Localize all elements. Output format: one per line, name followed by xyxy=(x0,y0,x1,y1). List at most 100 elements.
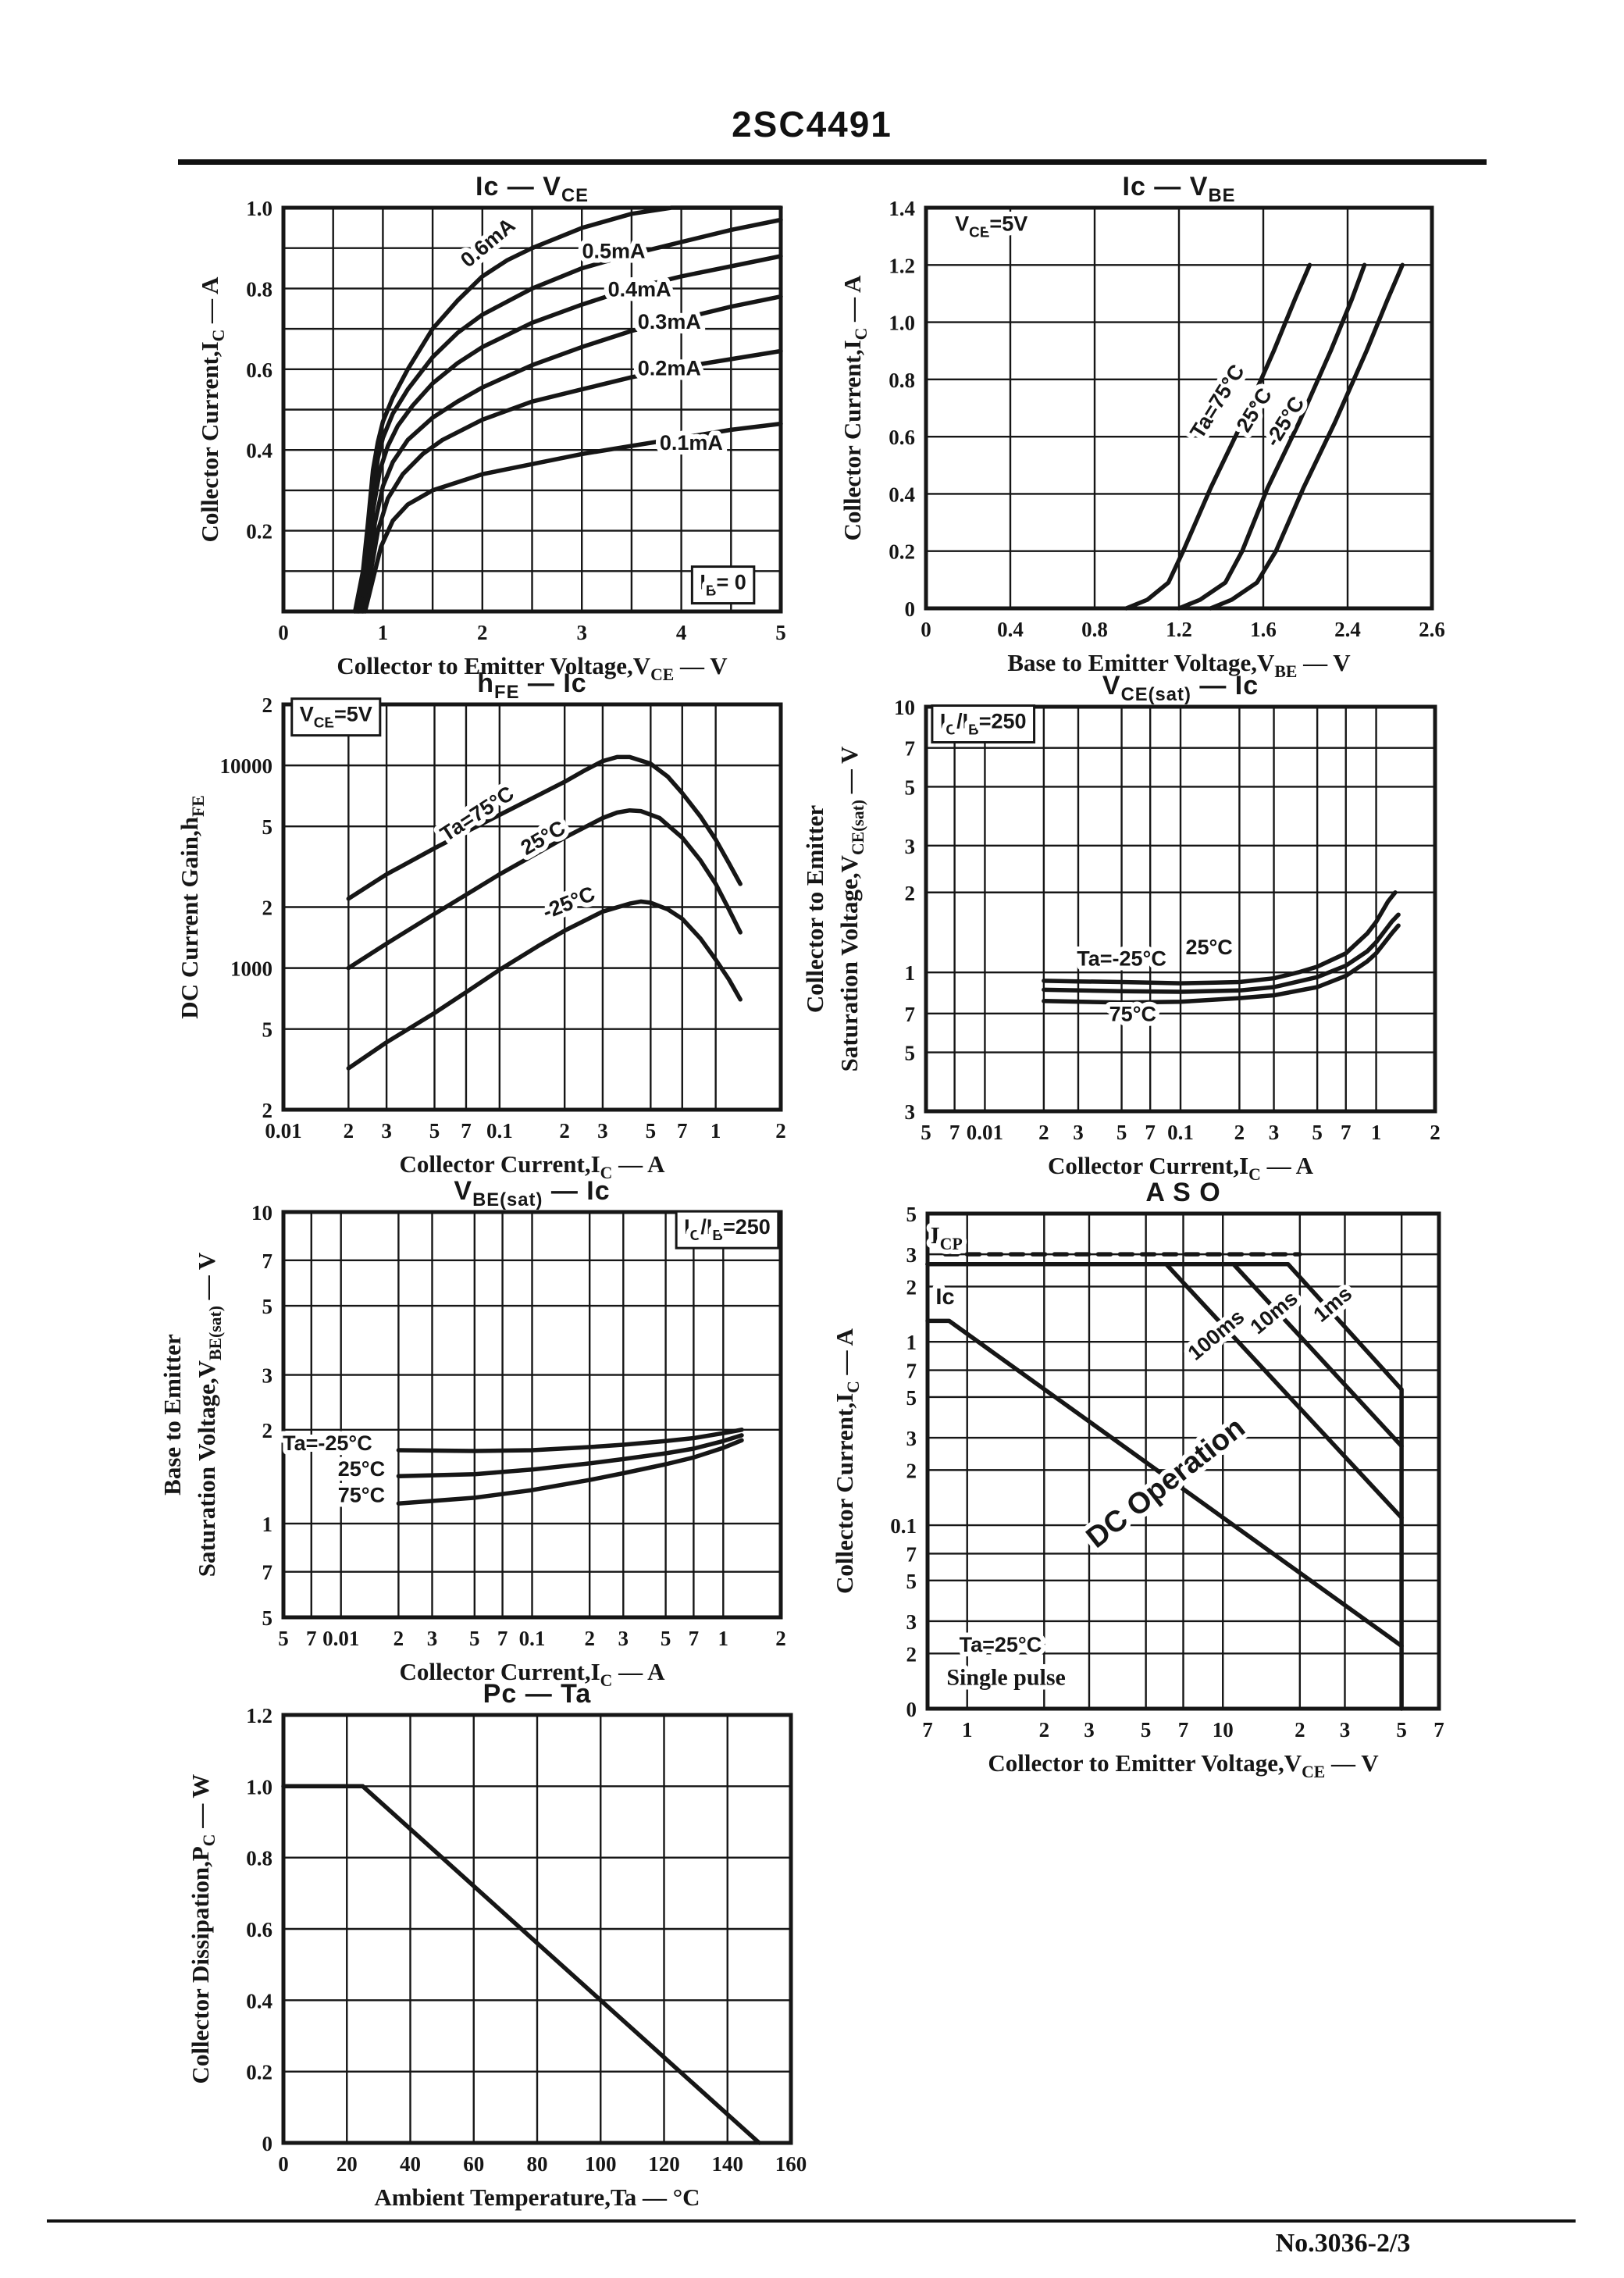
x-tick-label: 3 xyxy=(618,1627,629,1650)
x-axis-label: Collector Current,IC — A xyxy=(400,1150,666,1182)
plot-border xyxy=(281,702,783,1112)
x-tick-label: 5 xyxy=(1116,1121,1127,1144)
y-tick-label: 0.8 xyxy=(889,369,915,392)
x-axis-label: Collector to Emitter Voltage,VCE — V xyxy=(337,652,728,684)
curve-IB=0.5mA xyxy=(354,217,783,614)
y-tick-label: 1.4 xyxy=(889,197,915,220)
curve-IB=0.3mA xyxy=(358,294,783,614)
x-tick-label: 3 xyxy=(1269,1121,1280,1144)
y-tick-label: 0.4 xyxy=(889,483,915,506)
x-tick-label: 0.01 xyxy=(322,1627,359,1650)
y-tick-label: 0.6 xyxy=(889,426,915,449)
y-tick-label: 5 xyxy=(906,1386,917,1410)
y-tick-label: 5 xyxy=(906,1203,917,1226)
y-tick-label: 5 xyxy=(262,1295,273,1318)
y-tick-label: 2 xyxy=(262,693,273,717)
curve-label-100ms: 100ms xyxy=(1184,1305,1249,1365)
curve-label-Ta=75C: 75°C xyxy=(1109,1003,1156,1026)
x-tick-label: 7 xyxy=(497,1627,508,1650)
y-tick-label: 7 xyxy=(905,1003,916,1026)
x-tick-label: 7 xyxy=(1178,1718,1189,1741)
x-tick-label: 3 xyxy=(1084,1718,1095,1741)
y-tick-label: 3 xyxy=(906,1610,917,1634)
plot-border xyxy=(925,1211,1441,1711)
y-tick-label: 0.4 xyxy=(246,1989,272,2012)
x-tick-label: 10 xyxy=(1213,1718,1234,1741)
x-tick-label: 0.8 xyxy=(1081,618,1108,641)
x-tick-label: 0.1 xyxy=(519,1627,546,1650)
x-tick-label: 1 xyxy=(710,1119,721,1143)
y-tick-label: 1 xyxy=(905,961,916,985)
x-axis-label: Collector Current,IC — A xyxy=(400,1658,666,1690)
x-tick-label: 2 xyxy=(1039,1718,1050,1741)
curve-label-IB=0.2mA: 0.2mA xyxy=(638,357,701,380)
x-tick-label: 5 xyxy=(646,1119,657,1143)
curve-label-Ta=-25C: Ta=-25°C xyxy=(283,1431,372,1455)
footer-rule xyxy=(47,2219,1576,2223)
y-tick-label: 5 xyxy=(262,815,273,839)
y-tick-label: 10 xyxy=(894,696,915,719)
curve-Ta=-25C xyxy=(1042,890,1398,986)
curve-label-IB=0.6mA: 0.6mA xyxy=(456,213,519,272)
annotation: VCE=5V xyxy=(955,212,1027,241)
annotation-box xyxy=(290,697,382,737)
x-tick-label: 3 xyxy=(1340,1718,1351,1741)
x-tick-label: 7 xyxy=(1341,1121,1352,1144)
curve-label-IB=0.3mA: 0.3mA xyxy=(638,310,701,333)
x-tick-label: 1.2 xyxy=(1166,618,1192,641)
curve-DC xyxy=(925,1318,1404,1649)
annotation-box xyxy=(931,704,1036,744)
y-tick-label: 5 xyxy=(262,1018,273,1042)
chart-ic-vbe: 0 0.4 0.8 1.2 1.6 2.4 2.6 0 0.2 0.4 0.6 0.8 1.0 1.2 1.… xyxy=(839,172,1445,681)
x-tick-label: 7 xyxy=(461,1119,472,1143)
curve-Ta=25C xyxy=(346,807,743,971)
y-tick-label: 0 xyxy=(906,1698,917,1721)
y-tick-label: 0.2 xyxy=(246,520,272,544)
x-tick-label: 5 xyxy=(278,1627,289,1650)
curve-IB=0.6mA xyxy=(352,205,783,614)
curve-Ta=-25C xyxy=(346,899,743,1071)
chart-title: A S O xyxy=(1145,1178,1220,1207)
x-tick-label: 2.4 xyxy=(1334,618,1361,641)
y-tick-label: 7 xyxy=(906,1360,917,1383)
y-tick-label: 1.2 xyxy=(246,1704,272,1727)
x-tick-label: 2 xyxy=(1234,1121,1245,1144)
y-tick-label: 3 xyxy=(905,835,916,858)
y-tick-label: 7 xyxy=(262,1561,273,1585)
plot-border xyxy=(924,704,1437,1114)
y-tick-label: 0.6 xyxy=(246,1918,272,1941)
x-tick-label: 2 xyxy=(1295,1718,1305,1741)
y-tick-label: 2 xyxy=(906,1642,917,1666)
annotation: Single pulse xyxy=(946,1664,1066,1690)
x-tick-label: 20 xyxy=(337,2152,358,2176)
x-tick-label: 0.4 xyxy=(997,618,1024,641)
x-tick-label: 0 xyxy=(278,621,289,644)
x-tick-label: 0 xyxy=(921,618,931,641)
x-tick-label: 7 xyxy=(922,1718,933,1741)
y-tick-label: 0.8 xyxy=(246,277,272,301)
x-tick-label: 1 xyxy=(718,1627,729,1650)
x-tick-label: 40 xyxy=(400,2152,421,2176)
chart-title: Ic — VCE xyxy=(475,172,589,206)
y-tick-label: 3 xyxy=(906,1427,917,1450)
x-tick-label: 7 xyxy=(306,1627,317,1650)
x-tick-label: 3 xyxy=(576,621,587,644)
y-tick-label: 5 xyxy=(262,1606,273,1630)
curve-IB=0.1mA xyxy=(362,421,783,614)
y-tick-label: 1.0 xyxy=(246,197,272,220)
x-tick-label: 2 xyxy=(1038,1121,1049,1144)
chart-title: VBE(sat) — Ic xyxy=(454,1176,610,1210)
x-tick-label: 2 xyxy=(559,1119,570,1143)
x-tick-label: 140 xyxy=(712,2152,744,2176)
y-tick-label: 0.1 xyxy=(890,1514,917,1538)
x-tick-label: 2 xyxy=(344,1119,354,1143)
x-tick-label: 1 xyxy=(1371,1121,1382,1144)
curve-Ta=25C xyxy=(1042,912,1401,994)
y-tick-label: 3 xyxy=(262,1364,273,1388)
curve-Ta=-25C xyxy=(1208,262,1405,611)
x-tick-label: 5 xyxy=(1141,1718,1152,1741)
y-axis-label: Base to Emitter xyxy=(158,1334,186,1495)
